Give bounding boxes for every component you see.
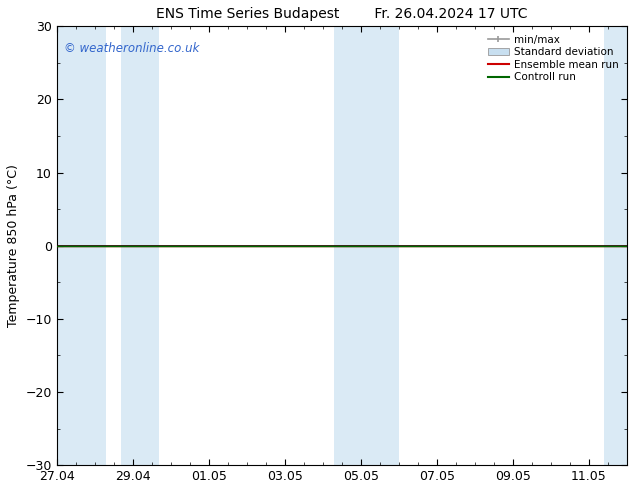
Bar	[604, 26, 627, 465]
Y-axis label: Temperature 850 hPa (°C): Temperature 850 hPa (°C)	[7, 164, 20, 327]
Legend: min/max, Standard deviation, Ensemble mean run, Controll run: min/max, Standard deviation, Ensemble me…	[485, 31, 622, 86]
Text: © weatheronline.co.uk: © weatheronline.co.uk	[64, 42, 200, 55]
Bar	[56, 26, 106, 465]
Title: ENS Time Series Budapest        Fr. 26.04.2024 17 UTC: ENS Time Series Budapest Fr. 26.04.2024 …	[156, 7, 527, 21]
Bar	[121, 26, 159, 465]
Bar	[334, 26, 399, 465]
